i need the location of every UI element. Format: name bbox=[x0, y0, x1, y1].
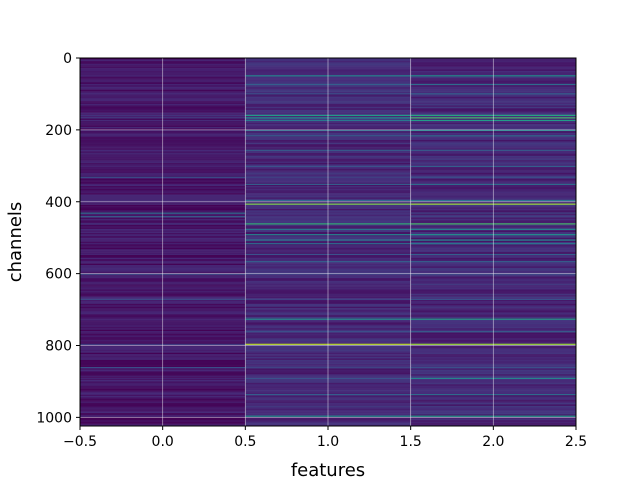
x-tick-label: 2.5 bbox=[565, 434, 587, 450]
y-tick-label: 800 bbox=[45, 339, 72, 355]
x-tick-label: 0.0 bbox=[152, 434, 174, 450]
x-tick-label: 2.0 bbox=[482, 434, 504, 450]
x-tick-label: −0.5 bbox=[63, 434, 97, 450]
y-tick-label: 600 bbox=[45, 267, 72, 283]
y-axis-label: channels bbox=[5, 202, 26, 283]
y-tick-label: 400 bbox=[45, 195, 72, 211]
y-axis-ticks: 0 200 400 600 800 1000 bbox=[36, 51, 80, 426]
y-tick-label: 1000 bbox=[36, 410, 72, 426]
y-tick-label: 0 bbox=[63, 51, 72, 67]
x-tick-label: 1.0 bbox=[317, 434, 339, 450]
x-axis-ticks: −0.5 0.0 0.5 1.0 1.5 2.0 2.5 bbox=[63, 426, 587, 450]
x-tick-label: 1.5 bbox=[400, 434, 422, 450]
y-tick-label: 200 bbox=[45, 123, 72, 139]
x-axis-label: features bbox=[291, 460, 365, 480]
x-tick-label: 0.5 bbox=[234, 434, 256, 450]
